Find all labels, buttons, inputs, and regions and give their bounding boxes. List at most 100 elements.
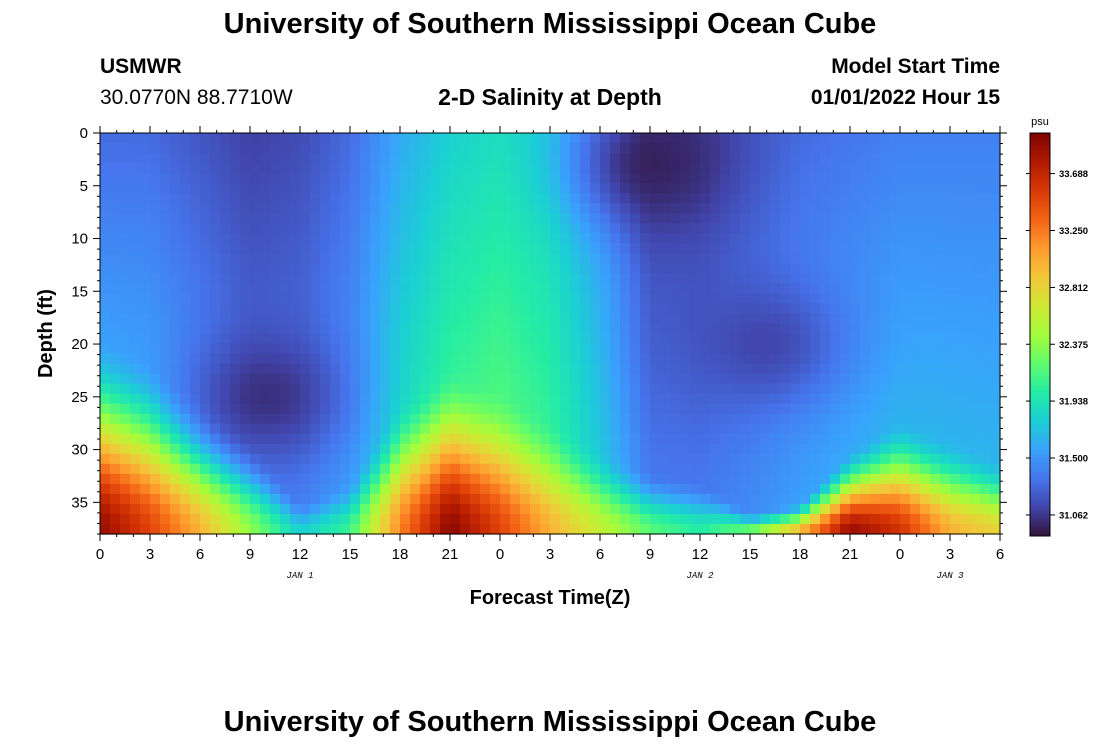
heatmap-cell — [920, 183, 931, 194]
heatmap-cell — [940, 463, 951, 475]
heatmap-cell — [930, 523, 941, 535]
heatmap-cell — [190, 273, 201, 284]
heatmap-cell — [290, 393, 301, 405]
heatmap-cell — [610, 513, 621, 525]
heatmap-cell — [630, 323, 641, 335]
heatmap-cell — [660, 353, 671, 365]
heatmap-cell — [450, 503, 461, 515]
heatmap-cell — [440, 373, 451, 385]
heatmap-cell — [440, 463, 451, 475]
heatmap-cell — [610, 233, 621, 244]
heatmap-cell — [810, 183, 821, 194]
heatmap-cell — [470, 323, 481, 335]
heatmap-cell — [180, 523, 191, 535]
heatmap-cell — [950, 203, 961, 214]
heatmap-cell — [710, 303, 721, 315]
heatmap-cell — [210, 423, 221, 435]
heatmap-cell — [460, 173, 471, 184]
heatmap-cell — [390, 423, 401, 435]
heatmap-cell — [330, 133, 341, 144]
heatmap-cell — [420, 393, 431, 405]
heatmap-cell — [940, 163, 951, 174]
heatmap-cell — [570, 473, 581, 485]
heatmap-cell — [800, 303, 811, 315]
heatmap-cell — [220, 253, 231, 264]
heatmap-cell — [340, 493, 351, 505]
heatmap-cell — [610, 383, 621, 395]
heatmap-cell — [270, 203, 281, 214]
heatmap-cell — [500, 493, 511, 505]
heatmap-cell — [100, 233, 111, 244]
heatmap-cell — [770, 193, 781, 204]
heatmap-cell — [270, 423, 281, 435]
heatmap-cell — [860, 333, 871, 345]
heatmap-cell — [140, 273, 151, 284]
heatmap-cell — [770, 143, 781, 154]
heatmap-cell — [940, 333, 951, 345]
heatmap-cell — [210, 223, 221, 234]
y-tick-label: 30 — [71, 442, 88, 459]
heatmap-cell — [740, 293, 751, 305]
heatmap-cell — [100, 493, 111, 505]
heatmap-cell — [370, 243, 381, 254]
heatmap-cell — [290, 263, 301, 274]
heatmap-cell — [340, 233, 351, 244]
heatmap-cell — [960, 483, 971, 495]
heatmap-cell — [390, 333, 401, 345]
heatmap-cell — [550, 163, 561, 174]
heatmap-cell — [700, 153, 711, 164]
heatmap-cell — [800, 483, 811, 495]
heatmap-cell — [870, 413, 881, 425]
heatmap-cell — [250, 273, 261, 284]
heatmap-cell — [610, 473, 621, 485]
heatmap-cell — [800, 163, 811, 174]
heatmap-cell — [990, 133, 1001, 144]
heatmap-cell — [330, 343, 341, 355]
heatmap-cell — [180, 453, 191, 465]
heatmap-cell — [190, 423, 201, 435]
heatmap-cell — [330, 393, 341, 405]
heatmap-cell — [300, 233, 311, 244]
heatmap-cell — [330, 523, 341, 535]
heatmap-cell — [580, 393, 591, 405]
colorbar-tick-label: 31.500 — [1059, 454, 1088, 465]
heatmap-cell — [820, 263, 831, 274]
heatmap-cell — [120, 273, 131, 284]
heatmap-cell — [420, 253, 431, 264]
heatmap-cell — [520, 503, 531, 515]
heatmap-cell — [840, 283, 851, 295]
heatmap-cell — [880, 383, 891, 395]
heatmap-cell — [490, 383, 501, 395]
heatmap-cell — [290, 523, 301, 535]
heatmap-cell — [540, 403, 551, 415]
heatmap-cell — [890, 463, 901, 475]
heatmap-cell — [640, 503, 651, 515]
heatmap-cell — [580, 263, 591, 274]
heatmap-cell — [720, 323, 731, 335]
heatmap-cell — [980, 453, 991, 465]
heatmap-cell — [210, 163, 221, 174]
heatmap-cell — [300, 133, 311, 144]
heatmap-cell — [780, 253, 791, 264]
heatmap-cell — [770, 363, 781, 375]
heatmap-cell — [950, 233, 961, 244]
heatmap-cell — [500, 363, 511, 375]
heatmap-cell — [790, 323, 801, 335]
heatmap-cell — [810, 153, 821, 164]
heatmap-cell — [840, 183, 851, 194]
heatmap-cell — [540, 243, 551, 254]
heatmap-cell — [550, 203, 561, 214]
heatmap-cell — [670, 423, 681, 435]
heatmap-cell — [510, 503, 521, 515]
heatmap-cell — [950, 403, 961, 415]
heatmap-cell — [470, 183, 481, 194]
heatmap-cell — [510, 293, 521, 305]
heatmap-cell — [320, 393, 331, 405]
heatmap-cell — [770, 313, 781, 325]
heatmap-cell — [770, 303, 781, 315]
heatmap-cell — [850, 483, 861, 495]
heatmap-cell — [360, 473, 371, 485]
x-tick-label: 6 — [196, 546, 204, 563]
heatmap-cell — [640, 193, 651, 204]
heatmap-cell — [680, 143, 691, 154]
